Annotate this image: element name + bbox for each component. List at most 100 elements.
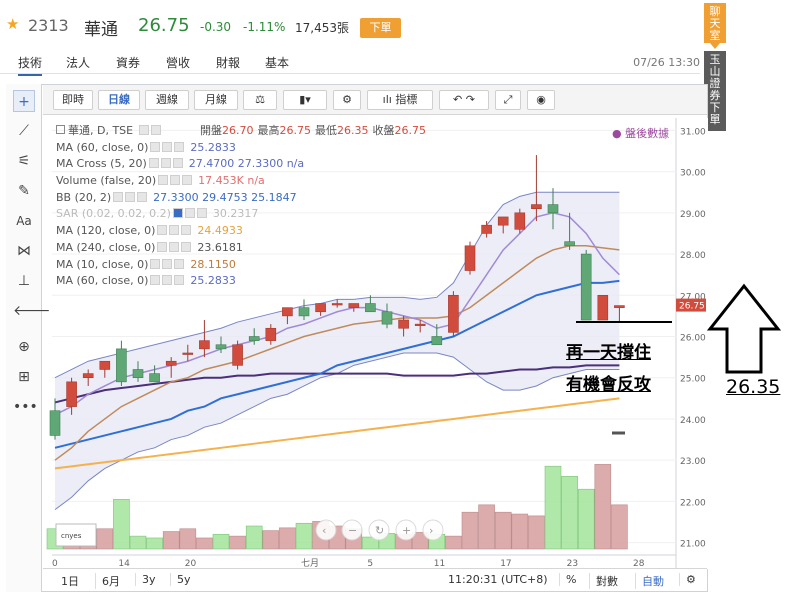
legend-settings-icon[interactable] — [150, 141, 161, 152]
legend-indicator-name: MA (10, close, 0) — [56, 257, 149, 271]
legend-settings-icon[interactable] — [172, 208, 183, 219]
tab-financials[interactable]: 財報 — [216, 56, 241, 70]
trendline-icon[interactable]: ⟋ — [19, 123, 29, 139]
ma-brown-line — [54, 245, 620, 461]
range-6m[interactable]: 6月 — [95, 573, 120, 589]
text-icon[interactable]: Aa — [16, 214, 32, 228]
legend-hide-icon[interactable] — [162, 141, 173, 152]
ma-purple-line — [54, 364, 620, 404]
legend-hide-icon[interactable] — [169, 225, 180, 236]
legend-hide-icon[interactable] — [169, 241, 180, 252]
legend-indicator-values: 27.4700 27.3300 n/a — [188, 157, 305, 171]
legend-remove-icon[interactable] — [174, 275, 185, 286]
annotation-line-2: 有機會反攻 — [566, 375, 651, 395]
legend-settings-icon[interactable] — [150, 258, 161, 269]
legend-settings-icon[interactable] — [150, 275, 161, 286]
zoom-control-icon: › — [429, 524, 433, 537]
legend-settings-icon[interactable] — [138, 125, 149, 135]
legend-hide-icon[interactable] — [160, 158, 171, 169]
y-tick-label: 30.00 — [680, 169, 706, 179]
volume-bar — [113, 499, 130, 550]
interval-weekly-button[interactable]: 週線 — [145, 90, 189, 110]
fib-icon[interactable]: ⚟ — [17, 153, 31, 169]
legend-remove-icon[interactable] — [196, 208, 207, 219]
low-label: 最低 — [315, 124, 337, 137]
undo-redo-icon[interactable]: ↶ ↷ — [439, 90, 489, 110]
legend-remove-icon[interactable] — [181, 241, 192, 252]
candle-body — [298, 307, 310, 317]
settings-gear-icon[interactable]: ⚙ — [333, 90, 361, 110]
legend-row: SAR (0.02, 0.02, 0.2) 30.2317 — [56, 206, 304, 223]
ma-orange-line — [54, 397, 620, 470]
ruler-icon[interactable]: ⊞ — [18, 369, 30, 385]
legend-remove-icon[interactable] — [174, 258, 185, 269]
legend-hide-icon[interactable] — [184, 208, 195, 219]
indicators-label: 指標 — [395, 93, 418, 106]
compare-scale-icon[interactable]: ⚖ — [243, 90, 277, 110]
chart-style-icon[interactable]: ▮▾ — [283, 90, 327, 110]
legend-remove-icon[interactable] — [172, 158, 183, 169]
collapse-icon[interactable] — [56, 125, 65, 134]
tab-margin[interactable]: 資券 — [116, 56, 141, 70]
legend-settings-icon[interactable] — [113, 191, 124, 202]
candle-body — [564, 241, 575, 247]
legend-settings-icon[interactable] — [157, 225, 168, 236]
crosshair-icon[interactable]: + — [13, 90, 35, 112]
legend-hide-icon[interactable] — [150, 125, 161, 135]
measure-icon[interactable]: ⊥ — [17, 273, 31, 289]
indicators-button[interactable]: ılı 指標 — [367, 90, 433, 110]
legend-hide-icon[interactable] — [162, 275, 173, 286]
price-axis — [676, 118, 708, 569]
range-1d[interactable]: 1日 — [61, 575, 79, 588]
tab-institutional[interactable]: 法人 — [66, 56, 91, 70]
candle-body — [365, 303, 376, 313]
tab-technical[interactable]: 技術 — [18, 54, 43, 76]
range-5y[interactable]: 5y — [170, 573, 191, 586]
legend-settings-icon[interactable] — [158, 175, 169, 186]
volume-bar — [212, 533, 230, 550]
stock-name: 華通 — [84, 20, 118, 40]
x-tick-label: 23 — [567, 559, 578, 569]
legend-settings-icon[interactable] — [148, 158, 159, 169]
camera-icon[interactable]: ◉ — [527, 90, 555, 110]
interval-intraday-button[interactable]: 即時 — [53, 90, 93, 110]
order-button[interactable]: 下單 — [360, 18, 401, 38]
more-icon[interactable]: ••• — [13, 399, 38, 415]
legend-indicator-name: MA (120, close, 0) — [56, 224, 156, 238]
interval-monthly-button[interactable]: 月線 — [194, 90, 238, 110]
volume-bar — [594, 464, 612, 550]
legend-indicator-values: 30.2317 — [212, 207, 259, 221]
percent-toggle[interactable]: % — [559, 573, 576, 586]
y-tick-label: 23.00 — [680, 457, 706, 467]
legend-hide-icon[interactable] — [162, 258, 173, 269]
log-toggle[interactable]: 對數 — [589, 573, 618, 589]
volume-bar — [561, 476, 578, 550]
broker-order-tab[interactable]: 玉山證券下單 — [704, 51, 726, 131]
legend-remove-icon[interactable] — [137, 191, 148, 202]
legend-remove-icon[interactable] — [181, 225, 192, 236]
chat-room-tab[interactable]: 聊天室 — [704, 3, 726, 49]
volume-bar — [162, 531, 180, 550]
volume-bar — [511, 513, 529, 550]
fullscreen-icon[interactable]: ⤢ — [495, 90, 521, 110]
legend-remove-icon[interactable] — [182, 175, 193, 186]
tab-revenue[interactable]: 營收 — [166, 56, 191, 70]
legend-indicator-values: 23.6181 — [197, 240, 243, 254]
auto-scale-toggle[interactable]: 自動 — [635, 573, 664, 589]
legend-settings-icon[interactable] — [157, 241, 168, 252]
volume-bar — [445, 535, 462, 550]
zoom-icon[interactable]: ⊕ — [18, 339, 30, 355]
after-hours-link[interactable]: ● 盤後數據 — [612, 127, 670, 140]
tab-basic[interactable]: 基本 — [265, 56, 290, 70]
legend-hide-icon[interactable] — [125, 191, 136, 202]
legend-hide-icon[interactable] — [170, 175, 181, 186]
favorite-star-icon[interactable]: ★ — [6, 15, 20, 33]
range-3y[interactable]: 3y — [135, 573, 156, 586]
pattern-icon[interactable]: ⋈ — [17, 243, 31, 259]
scale-settings-icon[interactable]: ⚙ — [679, 573, 696, 586]
interval-daily-button[interactable]: 日線 — [98, 90, 140, 110]
legend-remove-icon[interactable] — [174, 141, 185, 152]
close-label: 收盤 — [372, 124, 395, 137]
brush-icon[interactable]: ✎ — [18, 183, 30, 199]
